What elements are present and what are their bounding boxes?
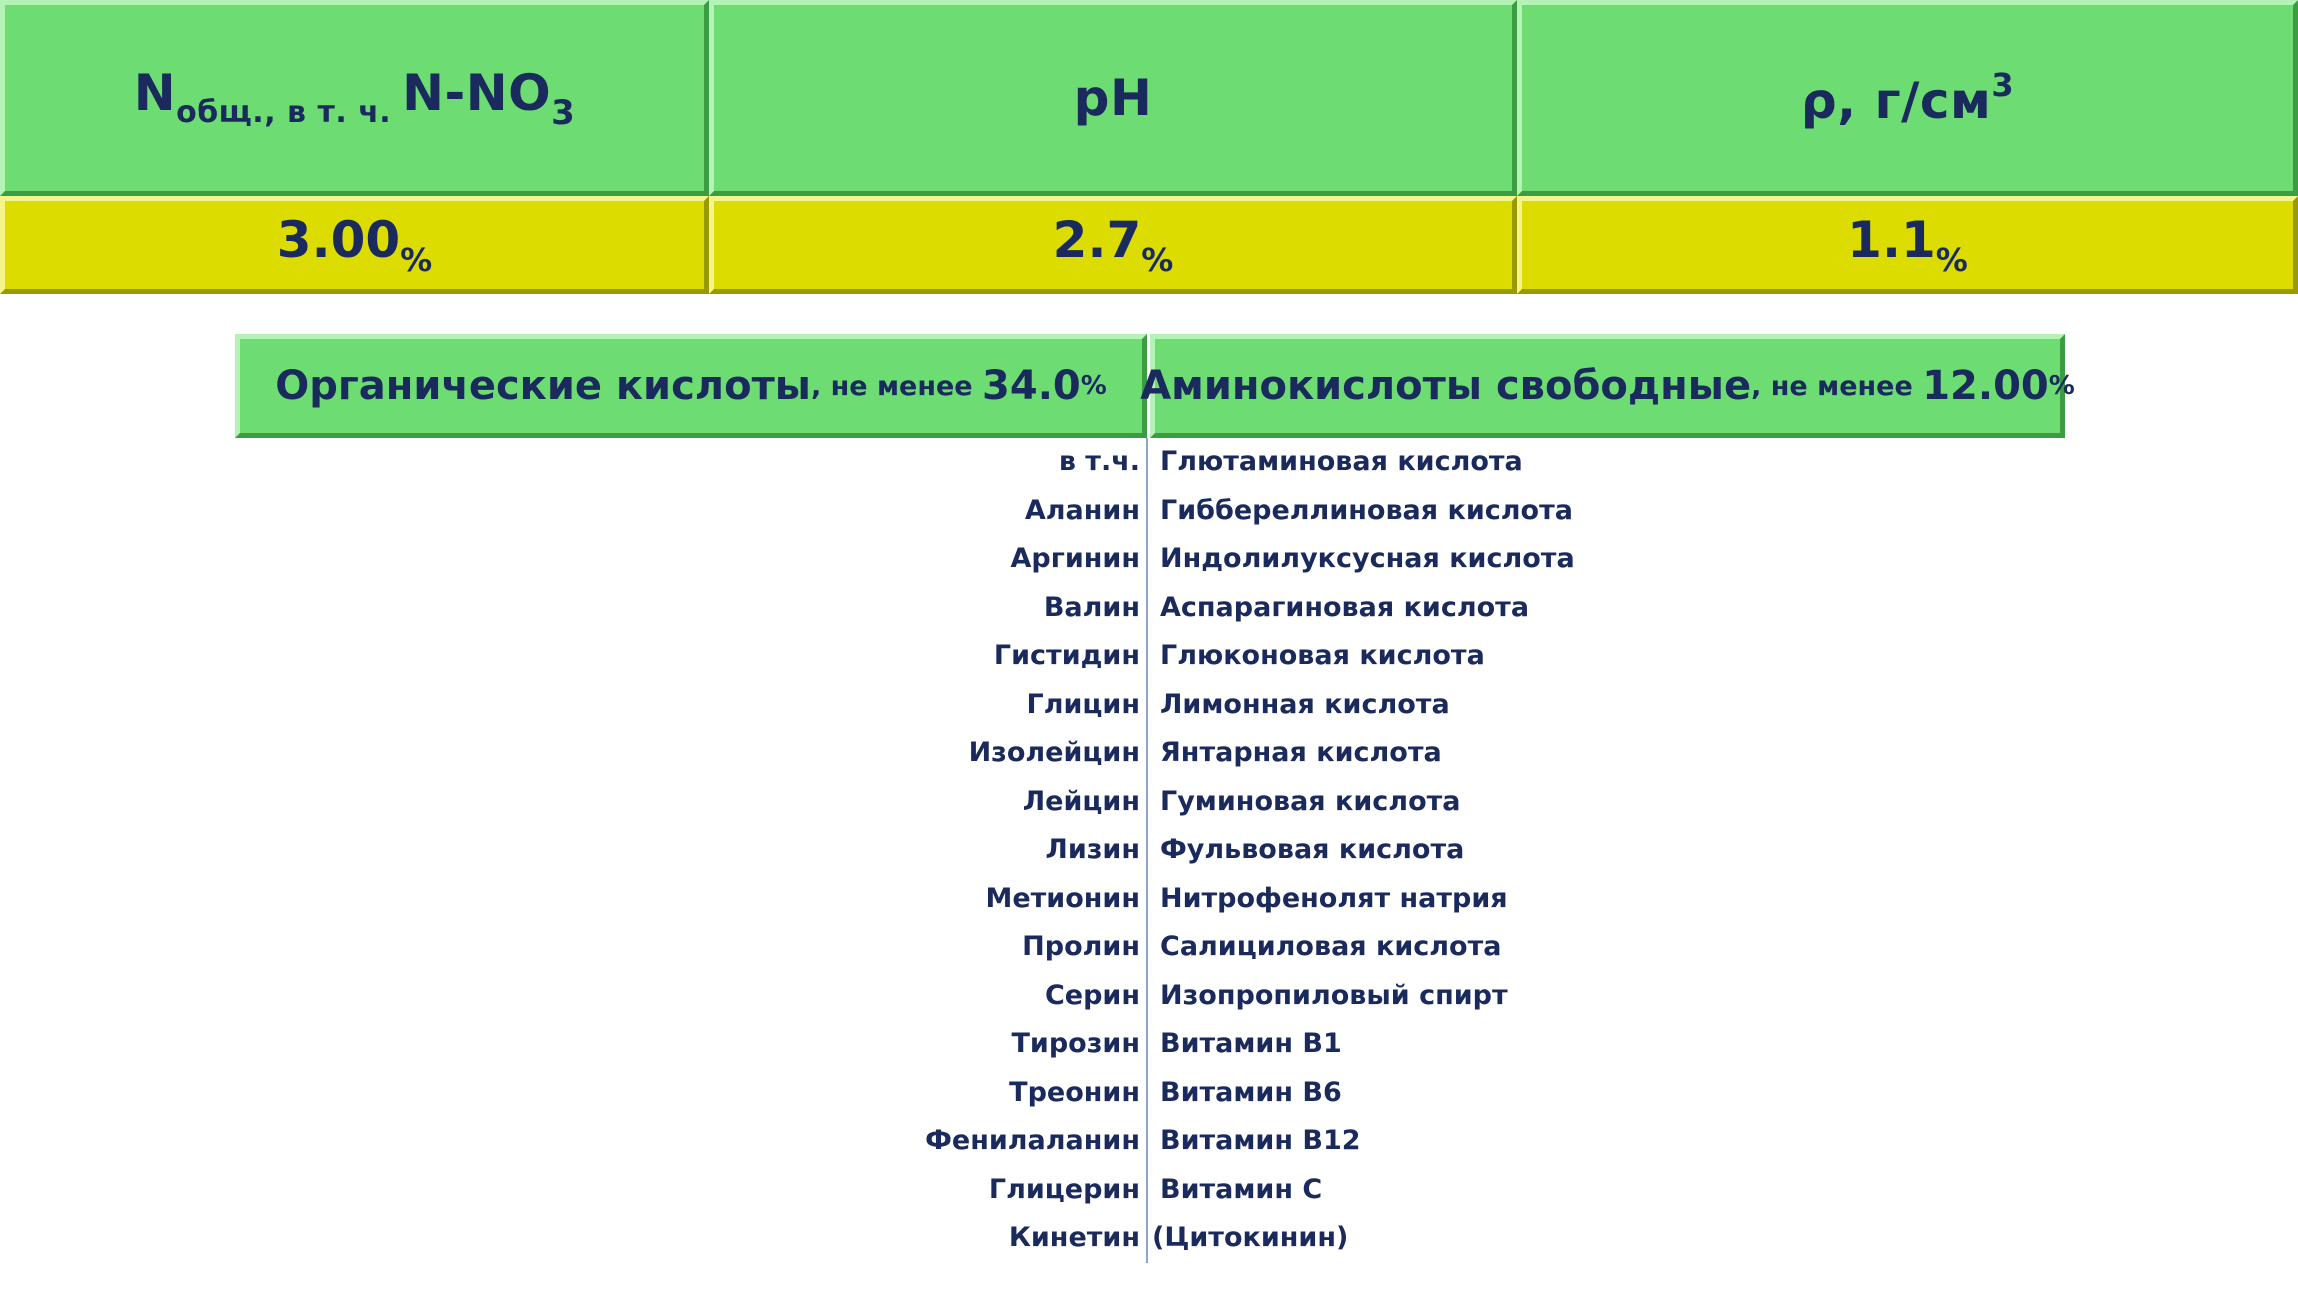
list-item: Фульвовая кислота (1160, 834, 1465, 865)
amino-acids-note: , не менее (1751, 370, 1923, 402)
header-density-text: ρ, г/см3 (1801, 66, 2014, 130)
list-item: Аланин (1024, 494, 1140, 526)
value-ph-unit: % (1141, 241, 1174, 279)
value-ph-number: 2.7 (1052, 211, 1142, 269)
list-item: Янтарная кислота (1160, 737, 1442, 768)
nitrogen-general-subscript: общ. (176, 94, 265, 130)
density-label: ρ, г/см (1800, 72, 1992, 130)
list-item: Лизин (1045, 834, 1140, 865)
list-item: Индолилуксусная кислота (1160, 543, 1575, 574)
list-item: Лимонная кислота (1160, 688, 1450, 720)
list-item: Пролин (1022, 931, 1140, 962)
density-superscript: 3 (1991, 66, 2015, 104)
left-ingredient-list: в т.ч. Аланин Аргинин Валин Гистидин Гли… (925, 438, 1140, 1263)
header-nitrogen-text: Nобщ., в т. ч. N-NO3 (134, 64, 576, 133)
list-item: Изопропиловый спирт (1160, 979, 1508, 1011)
list-item: Гистидин (993, 640, 1140, 671)
amino-acids-value: 12.00 (1922, 363, 2049, 409)
list-item: Витамин В12 (1160, 1125, 1361, 1156)
amino-acids-unit: % (2048, 371, 2075, 401)
list-item: Аргинин (1010, 543, 1140, 574)
organic-acids-unit: % (1080, 371, 1107, 401)
list-divider (1146, 438, 1148, 1263)
list-item: Валин (1043, 591, 1140, 623)
list-item: Витамин В1 (1160, 1028, 1342, 1059)
organic-acids-note: , не менее (810, 370, 983, 402)
list-item: Глицерин (988, 1173, 1140, 1205)
value-nitrogen-number: 3.00 (276, 211, 401, 269)
nitrate-symbol: N-NO (402, 63, 552, 122)
value-ph: 2.7% (709, 196, 1517, 294)
list-item: Глюконовая кислота (1160, 640, 1485, 671)
list-item: Фенилаланин (925, 1125, 1140, 1156)
nitrogen-connector: , в т. ч. (264, 94, 403, 130)
header-ph: pH (709, 0, 1517, 196)
header-density: ρ, г/см3 (1517, 0, 2298, 196)
list-item: Витамин С (1160, 1173, 1323, 1205)
nitrogen-symbol: N (133, 63, 177, 122)
header-ph-text: pH (1073, 69, 1153, 127)
list-item: Изолейцин (968, 737, 1140, 768)
header-nitrogen: Nобщ., в т. ч. N-NO3 (0, 0, 709, 196)
organic-acids-title: Органические кислоты (275, 363, 811, 409)
list-item: Аспарагиновая кислота (1160, 591, 1530, 623)
list-item: Серин (1044, 979, 1140, 1011)
amino-acids-header: Аминокислоты свободные, не менее 12.00% (1140, 334, 2075, 438)
list-item: Кинетин (1008, 1222, 1140, 1253)
list-item: Метионин (985, 882, 1140, 914)
list-item: Гиббереллиновая кислота (1160, 494, 1573, 526)
value-nitrogen-unit: % (400, 241, 433, 279)
value-density: 1.1% (1517, 196, 2298, 294)
amino-acids-title: Аминокислоты свободные (1140, 363, 1752, 409)
list-item: Гуминовая кислота (1160, 785, 1461, 817)
list-item: Глицин (1026, 688, 1140, 720)
list-item: в т.ч. (1058, 446, 1140, 477)
value-ph-text: 2.7% (1053, 211, 1174, 279)
value-density-unit: % (1935, 241, 1968, 279)
list-item: Треонин (1009, 1076, 1140, 1108)
list-item: Тирозин (1011, 1028, 1140, 1059)
organic-acids-value: 34.0 (982, 363, 1081, 409)
value-density-text: 1.1% (1847, 211, 1968, 279)
list-item: Глютаминовая кислота (1160, 446, 1523, 477)
parameters-value-row: 3.00% 2.7% 1.1% (0, 196, 2298, 294)
list-item: Витамин В6 (1160, 1076, 1342, 1108)
parameters-header-row: Nобщ., в т. ч. N-NO3 pH ρ, г/см3 (0, 0, 2298, 196)
value-density-number: 1.1 (1847, 211, 1936, 269)
right-ingredient-list: Глютаминовая кислота Гиббереллиновая кис… (1152, 438, 1575, 1263)
value-nitrogen-text: 3.00% (277, 211, 432, 279)
nitrate-subscript: 3 (551, 92, 576, 133)
list-item: Лейцин (1022, 785, 1140, 817)
organic-acids-header: Органические кислоты, не менее 34.0% (235, 334, 1147, 438)
value-nitrogen: 3.00% (0, 196, 709, 294)
list-item: (Цитокинин) (1152, 1222, 1349, 1253)
list-item: Салициловая кислота (1160, 931, 1502, 962)
list-item: Нитрофенолят натрия (1160, 882, 1508, 914)
